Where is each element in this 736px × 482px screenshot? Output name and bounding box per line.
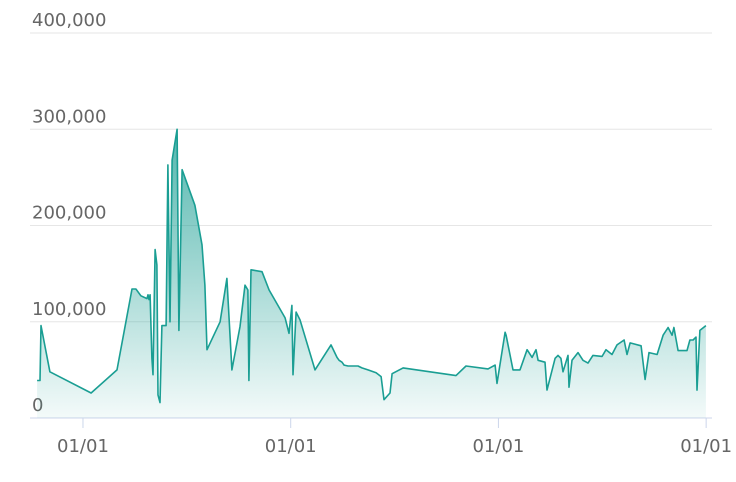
x-tick-label: 01/01: [57, 436, 109, 457]
y-tick-label: 400,000: [32, 10, 106, 31]
x-tick-label: 01/01: [472, 436, 524, 457]
y-tick-label: 100,000: [32, 299, 106, 320]
line: [37, 128, 707, 404]
y-tick-label: 300,000: [32, 106, 106, 127]
x-tick-label: 01/01: [265, 436, 317, 457]
x-tick-label: 01/01: [680, 436, 732, 457]
area-fill: [37, 129, 706, 419]
y-tick-label: 200,000: [32, 203, 106, 224]
